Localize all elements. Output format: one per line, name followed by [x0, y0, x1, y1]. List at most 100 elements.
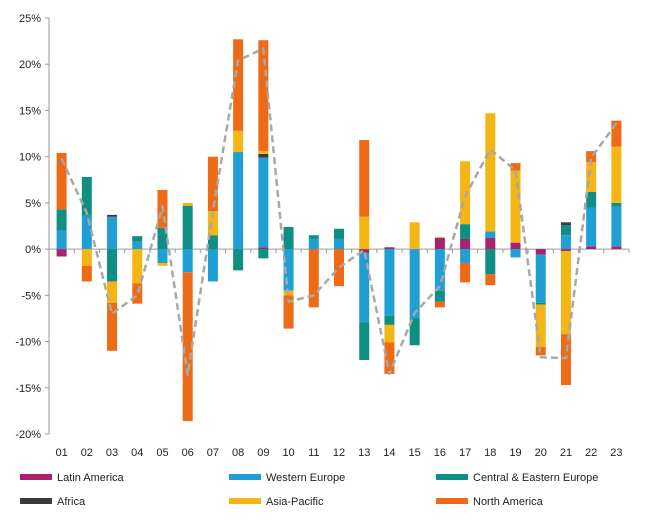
y-tick-label: 20% — [19, 59, 41, 71]
bar-segment-western-europe-08 — [233, 152, 244, 250]
bar-segment-asia-pacific-07 — [207, 211, 218, 236]
x-tick-label: 01 — [55, 447, 67, 459]
bar-segment-western-europe-11 — [308, 238, 319, 250]
bar-segment-asia-pacific-03 — [107, 281, 118, 303]
bar-segment-asia-pacific-18 — [485, 113, 496, 232]
bar-segment-central-eastern-europe-06 — [182, 205, 193, 250]
bar-segment-north-america-06 — [182, 272, 193, 422]
bar-segment-western-europe-10 — [283, 249, 294, 291]
x-tick-label: 18 — [484, 447, 496, 459]
bar-segment-asia-pacific-20 — [535, 304, 546, 348]
x-tick-label: 10 — [282, 447, 294, 459]
bar-segment-asia-pacific-08 — [233, 130, 244, 153]
bar-segment-north-america-13 — [359, 140, 370, 217]
x-tick-label: 11 — [308, 447, 319, 459]
legend-swatch — [20, 474, 52, 480]
bar-segment-western-europe-20 — [535, 254, 546, 303]
x-tick-label: 19 — [509, 447, 521, 459]
bar-segment-western-europe-13 — [359, 252, 370, 323]
legend-label: Western Europe — [266, 472, 345, 484]
bar-segment-central-eastern-europe-18 — [485, 249, 496, 275]
bar-segment-western-europe-01 — [56, 230, 67, 250]
bar-segment-north-america-18 — [485, 274, 496, 286]
bar-segment-central-eastern-europe-21 — [560, 225, 571, 236]
bar-segment-north-america-11 — [308, 249, 319, 308]
bar-segment-western-europe-06 — [182, 249, 193, 273]
bar-segment-africa-21 — [560, 222, 571, 226]
y-axis: -20% -15% -10% -5% 0% 5% 10% 15% 20% 25% — [15, 13, 50, 441]
bar-segment-north-america-07 — [207, 156, 218, 212]
bar-segment-latin-america-16 — [434, 238, 445, 250]
bars — [56, 39, 622, 422]
bar-segment-western-europe-09 — [258, 157, 269, 248]
x-tick-label: 09 — [257, 447, 269, 459]
bar-segment-central-eastern-europe-10 — [283, 226, 294, 250]
bar-segment-central-eastern-europe-22 — [586, 191, 597, 208]
bar-segment-africa-03 — [107, 214, 118, 217]
x-axis: 01 02 03 04 05 06 07 08 09 10 11 12 13 14 15 16 17 18 19 20… — [49, 248, 630, 459]
bar-segment-central-eastern-europe-02 — [81, 177, 92, 216]
bar-segment-north-america-02 — [81, 265, 92, 282]
legend-label: Africa — [57, 496, 86, 508]
legend-swatch — [436, 474, 468, 480]
bar-segment-north-america-14 — [384, 342, 395, 374]
legend: Latin America Western Europe Central & Eas… — [20, 472, 598, 508]
bar-segment-asia-pacific-16 — [434, 237, 445, 239]
bar-segment-central-eastern-europe-11 — [308, 235, 319, 239]
bar-segment-africa-09 — [258, 153, 269, 158]
x-tick-label: 20 — [535, 447, 547, 459]
bar-segment-central-eastern-europe-09 — [258, 249, 269, 259]
bar-segment-central-eastern-europe-04 — [132, 236, 143, 242]
bar-segment-western-europe-18 — [485, 231, 496, 239]
bar-segment-central-eastern-europe-07 — [207, 235, 218, 250]
bar-segment-western-europe-07 — [207, 249, 218, 282]
bar-segment-western-europe-15 — [409, 249, 420, 319]
x-tick-label: 04 — [131, 447, 143, 459]
y-tick-label: -20% — [15, 429, 41, 441]
total-line-group — [60, 47, 618, 377]
bar-segment-western-europe-16 — [434, 249, 445, 291]
bar-segment-western-europe-19 — [510, 249, 521, 258]
bar-segment-north-america-21 — [560, 334, 571, 386]
y-tick-label: 10% — [19, 152, 41, 164]
bar-segment-central-eastern-europe-08 — [233, 249, 244, 271]
bar-segment-asia-pacific-15 — [409, 222, 420, 250]
legend-label: Asia-Pacific — [266, 496, 324, 508]
bar-segment-asia-pacific-06 — [182, 202, 193, 206]
x-tick-label: 07 — [207, 447, 219, 459]
bar-segment-central-eastern-europe-01 — [56, 209, 67, 231]
bar-segment-north-america-01 — [56, 152, 67, 210]
bar-segment-latin-america-20 — [535, 249, 546, 255]
bar-segment-north-america-08 — [233, 39, 244, 131]
x-tick-label: 03 — [106, 447, 118, 459]
bar-segment-western-europe-14 — [384, 249, 395, 316]
y-tick-label: -15% — [15, 383, 41, 395]
bar-segment-latin-america-09 — [258, 247, 269, 250]
bar-segment-western-europe-22 — [586, 207, 597, 247]
bar-segment-north-america-03 — [107, 302, 118, 351]
bar-segment-asia-pacific-05 — [157, 262, 168, 266]
bar-segment-asia-pacific-19 — [510, 170, 521, 243]
x-tick-label: 23 — [610, 447, 622, 459]
bar-segment-asia-pacific-04 — [132, 249, 143, 284]
bar-segment-asia-pacific-02 — [81, 249, 92, 266]
bar-segment-latin-america-01 — [56, 249, 67, 257]
bar-segment-latin-america-13 — [359, 249, 370, 253]
bar-segment-central-eastern-europe-03 — [107, 249, 118, 282]
bar-segment-latin-america-18 — [485, 238, 496, 250]
bar-segment-central-eastern-europe-20 — [535, 302, 546, 305]
x-tick-label: 05 — [156, 447, 168, 459]
bar-segment-asia-pacific-14 — [384, 324, 395, 343]
y-tick-label: 25% — [19, 13, 41, 25]
bar-segment-western-europe-12 — [334, 238, 344, 250]
x-tick-label: 15 — [409, 447, 421, 459]
bar-segment-north-america-12 — [334, 249, 344, 287]
bar-segment-north-america-19 — [510, 163, 521, 171]
bar-segment-north-america-23 — [611, 120, 622, 147]
y-tick-label: 15% — [19, 105, 41, 117]
bar-segment-north-america-04 — [132, 283, 143, 304]
x-tick-label: 21 — [560, 447, 572, 459]
x-tick-label: 17 — [459, 447, 471, 459]
total-dashed-line — [60, 47, 618, 377]
